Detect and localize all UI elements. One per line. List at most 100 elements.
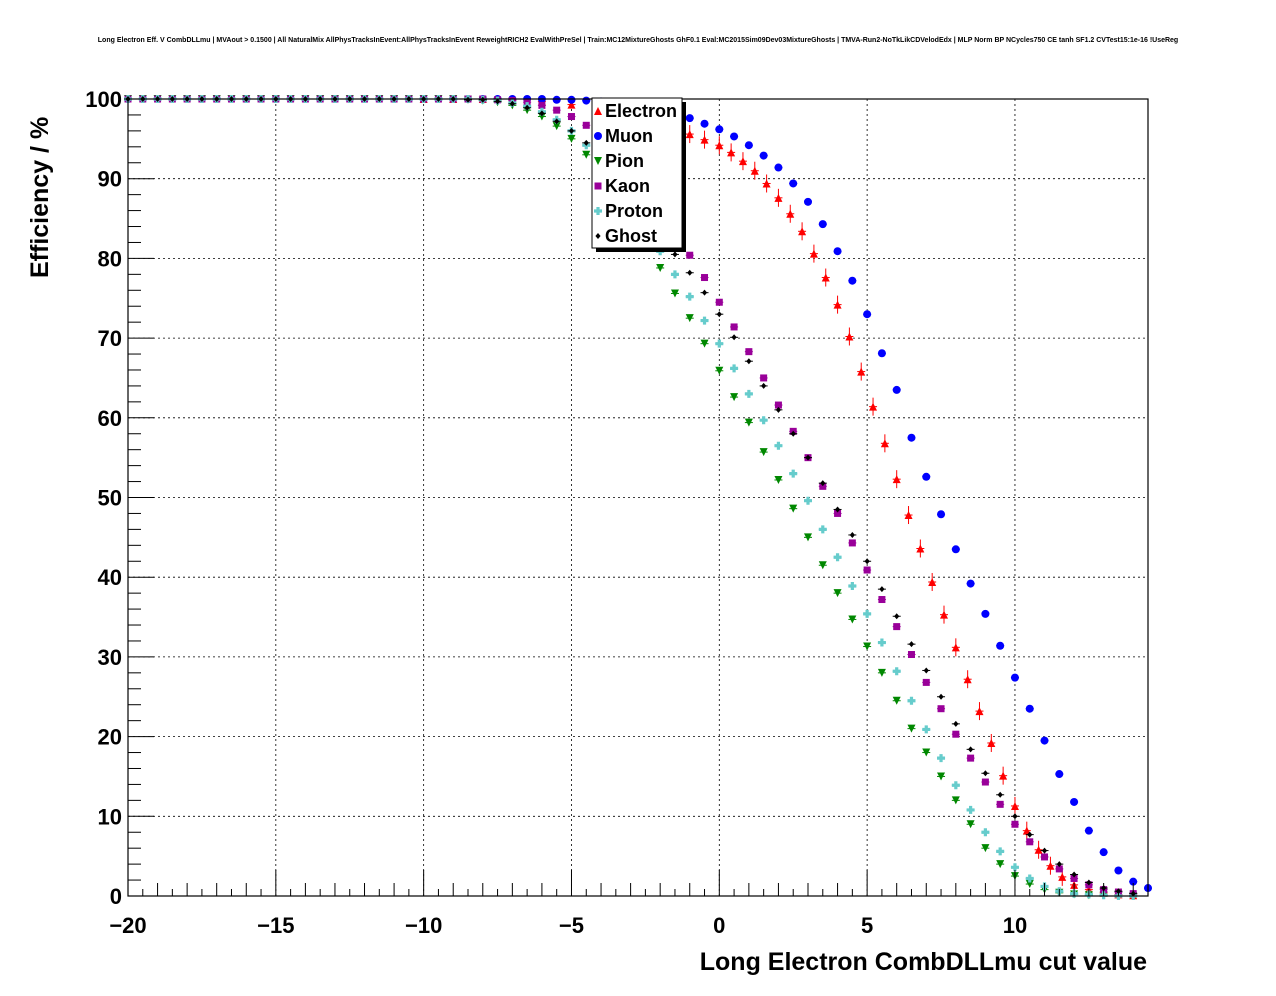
data-point-muon: [863, 310, 872, 319]
data-point-muon: [1055, 770, 1064, 779]
y-tick-label: 0: [110, 884, 122, 909]
data-point-muon: [833, 247, 842, 256]
legend-entry-electron: Electron: [594, 101, 677, 121]
data-point-pion: [804, 533, 812, 542]
data-point-electron: [809, 249, 818, 258]
x-tick-label: 10: [1003, 913, 1027, 938]
x-axis-title: Long Electron CombDLLmu cut value: [700, 948, 1147, 976]
data-point-muon: [1010, 673, 1019, 682]
y-axis-title: Efficiency / %: [26, 117, 54, 278]
data-point-kaon: [760, 374, 768, 382]
data-point-electron: [1046, 861, 1055, 870]
data-point-electron: [892, 475, 901, 484]
y-tick-label: 90: [98, 167, 122, 192]
data-point-ghost: [761, 382, 767, 389]
data-point-electron: [798, 227, 807, 236]
data-point-electron: [727, 148, 736, 157]
data-point-proton: [981, 828, 990, 837]
data-point-kaon: [538, 101, 546, 109]
data-point-pion: [774, 475, 783, 484]
data-point-proton: [892, 667, 901, 676]
x-tick-label: −5: [559, 913, 584, 938]
data-point-ghost: [494, 98, 501, 105]
data-point-ghost: [923, 667, 929, 674]
data-point-proton: [848, 581, 857, 590]
data-point-ghost: [1041, 847, 1048, 854]
legend-marker-kaon: [594, 182, 602, 190]
data-point-pion: [685, 314, 694, 323]
data-point-proton: [863, 609, 872, 618]
y-tick-label: 100: [85, 87, 122, 112]
data-point-pion: [759, 448, 768, 457]
y-tick-label: 10: [98, 804, 122, 829]
data-point-ghost: [894, 613, 900, 620]
data-point-proton: [1025, 874, 1034, 883]
data-point-kaon: [567, 113, 575, 121]
x-tick-labels: −20 −15 −10 −5 0 5 10: [109, 913, 1027, 938]
data-point-pion: [715, 366, 724, 375]
legend-entry-pion: Pion: [594, 151, 644, 171]
data-point-pion: [892, 696, 901, 705]
data-point-muon: [685, 114, 694, 123]
data-point-kaon: [553, 106, 561, 114]
data-point-ghost: [731, 334, 737, 341]
legend-entries: Electron Muon Pion Kaon Proton Ghost: [594, 101, 677, 246]
data-point-electron: [940, 610, 948, 619]
y-tick-label: 40: [98, 565, 122, 590]
data-point-pion: [833, 589, 842, 598]
data-point-electron: [567, 100, 576, 109]
data-point-muon: [848, 276, 857, 285]
data-point-kaon: [848, 539, 856, 547]
legend-entry-proton: Proton: [594, 201, 663, 221]
data-point-pion: [789, 504, 798, 513]
data-point-ghost: [583, 139, 589, 146]
data-point-pion: [744, 418, 753, 427]
data-point-muon: [966, 579, 975, 588]
data-point-electron: [750, 166, 759, 175]
data-point-kaon: [834, 509, 842, 517]
data-point-pion: [582, 150, 591, 159]
data-point-muon: [804, 197, 812, 206]
legend-entry-muon: Muon: [594, 126, 653, 146]
data-point-electron: [951, 643, 960, 652]
data-point-muon: [774, 163, 783, 172]
data-point-electron: [916, 544, 925, 553]
data-point-muon: [1040, 736, 1049, 745]
data-point-muon: [922, 472, 931, 481]
data-point-proton: [715, 339, 724, 348]
data-point-kaon: [981, 778, 989, 786]
data-point-kaon: [937, 705, 945, 713]
data-point-muon: [1025, 704, 1034, 713]
legend-marker-pion: [594, 157, 602, 165]
y-tick-label: 50: [98, 486, 122, 511]
legend: Electron Muon Pion Kaon Proton Ghost: [591, 97, 686, 252]
x-tick-label: 5: [861, 913, 873, 938]
data-point-ghost: [938, 693, 944, 700]
data-point-electron: [762, 179, 771, 188]
data-point-kaon: [819, 482, 827, 490]
data-point-kaon: [715, 298, 723, 306]
data-point-ghost: [465, 96, 471, 103]
data-point-electron: [786, 209, 795, 218]
data-point-kaon: [1011, 820, 1019, 828]
data-point-kaon: [893, 623, 901, 631]
data-point-kaon: [701, 274, 709, 282]
data-point-pion: [951, 796, 960, 805]
data-point-ghost: [554, 118, 560, 125]
data-point-kaon: [996, 800, 1004, 808]
data-point-pion: [877, 668, 886, 677]
data-point-muon: [730, 132, 739, 141]
data-point-pion: [670, 289, 679, 298]
data-point-ghost: [539, 110, 545, 117]
data-point-electron: [1034, 845, 1043, 854]
data-point-pion: [1025, 880, 1034, 889]
data-point-electron: [975, 707, 984, 716]
data-point-pion: [848, 615, 857, 624]
data-point-ghost: [1056, 861, 1062, 868]
data-point-ghost: [864, 558, 870, 565]
y-tick-label: 80: [98, 246, 122, 271]
x-tick-label: 0: [713, 913, 725, 938]
data-point-pion: [966, 820, 975, 829]
data-point-kaon: [863, 566, 871, 574]
data-point-electron: [685, 130, 694, 139]
